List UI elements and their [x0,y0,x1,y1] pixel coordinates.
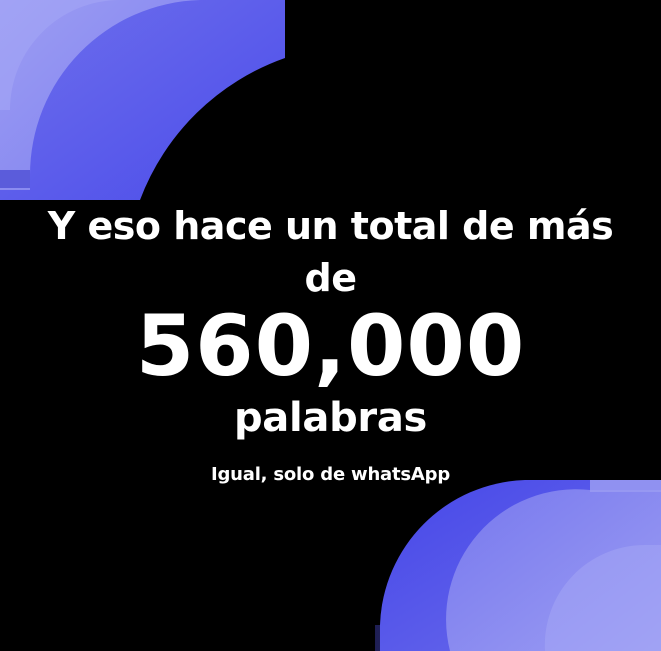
footnote: Igual, solo de whatsApp [210,464,451,485]
bottom-right-arc-highlight [544,544,661,651]
bottom-right-arc-decoration [375,480,661,651]
top-left-arc-highlight [0,0,120,110]
headline-line-2: de [304,256,357,300]
top-left-arc-step [0,170,30,188]
headline-line-1: Y eso hace un total de más [47,204,614,248]
bottom-right-arc-step [590,480,661,492]
stat-unit: palabras [233,395,428,441]
top-left-arc-decoration [0,0,285,200]
headline: Y eso hace un total de más de [0,200,661,304]
top-left-arc-inner [0,0,200,190]
stat-number: 560,000 [135,297,526,395]
